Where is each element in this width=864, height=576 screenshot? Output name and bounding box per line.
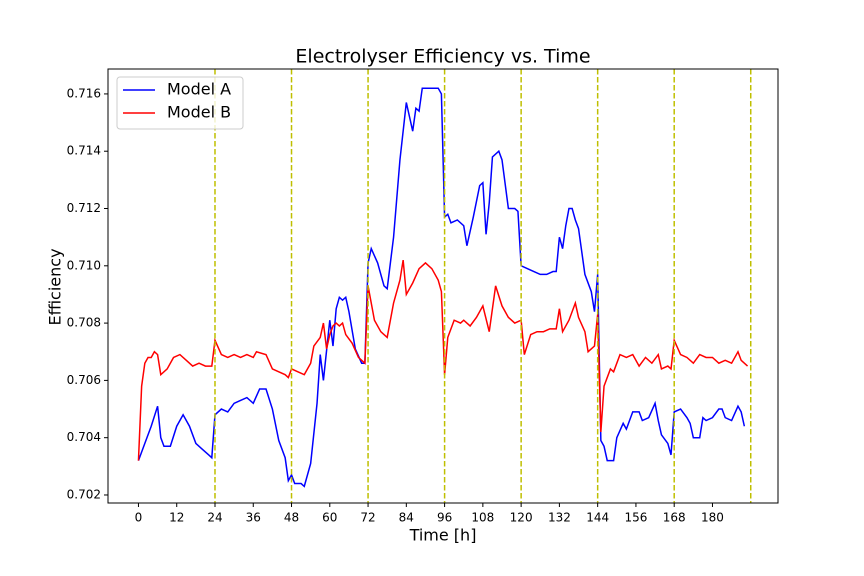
y-tick-label: 0.710	[67, 258, 101, 272]
y-tick-label: 0.716	[67, 86, 101, 100]
x-tick-label: 120	[510, 511, 533, 525]
x-tick-label: 72	[360, 511, 375, 525]
legend-label: Model A	[167, 80, 231, 99]
x-tick-label: 144	[586, 511, 609, 525]
x-tick-label: 0	[135, 511, 143, 525]
legend-label: Model B	[167, 103, 231, 122]
x-tick-label: 12	[169, 511, 184, 525]
x-tick-label: 132	[548, 511, 571, 525]
x-tick-label: 96	[437, 511, 452, 525]
y-tick-label: 0.714	[67, 144, 101, 158]
series-line	[137, 259, 749, 461]
x-tick-label: 180	[701, 511, 724, 525]
y-axis-label: Efficiency	[46, 248, 65, 325]
y-tick-label: 0.702	[67, 487, 101, 501]
y-tick-label: 0.708	[67, 316, 101, 330]
y-tick-label: 0.712	[67, 201, 101, 215]
y-tick-label: 0.706	[67, 373, 101, 387]
x-tick-label: 60	[322, 511, 337, 525]
x-tick-label: 168	[663, 511, 686, 525]
x-tick-label: 48	[284, 511, 299, 525]
plot-frame	[107, 68, 779, 504]
chart-title: Electrolyser Efficiency vs. Time	[295, 46, 590, 68]
x-tick-label: 84	[399, 511, 414, 525]
y-tick-label: 0.704	[67, 430, 101, 444]
x-tick-label: 24	[207, 511, 222, 525]
x-axis-label: Time [h]	[409, 526, 477, 545]
x-tick-label: 156	[624, 511, 647, 525]
series-line	[137, 87, 746, 488]
x-tick-label: 36	[246, 511, 261, 525]
x-tick-label: 108	[471, 511, 494, 525]
